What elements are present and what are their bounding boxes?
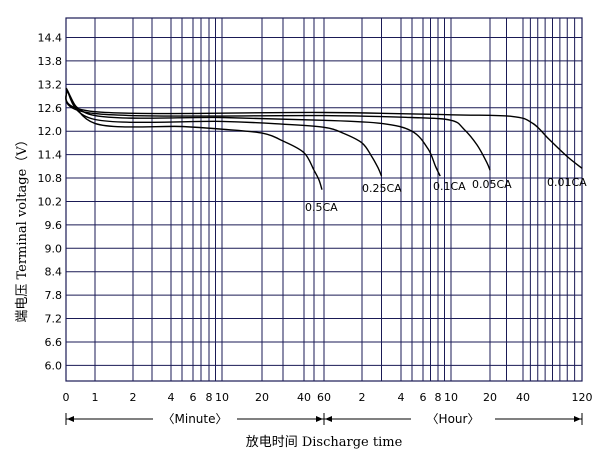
arrowhead-left xyxy=(67,416,74,422)
y-tick-label: 6.6 xyxy=(45,336,63,349)
vertical-gridlines xyxy=(94,18,583,381)
x-tick-label: 8 xyxy=(435,391,442,404)
x-tick-label: 40 xyxy=(516,391,530,404)
y-tick-label: 6.0 xyxy=(45,359,63,372)
x-tick-label: 40 xyxy=(297,391,311,404)
y-tick-label: 11.4 xyxy=(38,149,63,162)
x-tick-label: 6 xyxy=(420,391,427,404)
x-tick-label: 120 xyxy=(572,391,593,404)
x-tick-label: 10 xyxy=(215,391,229,404)
x-axis-label: 放电时间 Discharge time xyxy=(246,435,403,450)
y-axis-label: 端电压 Terminal voltage（V） xyxy=(15,133,30,322)
y-tick-label: 9.0 xyxy=(45,242,63,255)
time-section-label: 〈Minute〉 xyxy=(163,412,228,426)
y-tick-label: 13.2 xyxy=(38,78,63,91)
x-tick-label: 8 xyxy=(206,391,213,404)
x-tick-label: 2 xyxy=(359,391,366,404)
curve-0_05CA xyxy=(65,87,491,171)
x-tick-label: 20 xyxy=(255,391,269,404)
curve-label: 0.1CA xyxy=(433,180,466,193)
curve-label: 0.5CA xyxy=(305,201,338,214)
x-tick-label: 0 xyxy=(63,391,70,404)
y-tick-label: 10.2 xyxy=(38,195,63,208)
curve-0_1CA xyxy=(65,87,441,177)
plot-frame xyxy=(65,17,583,382)
curve-0_01CA xyxy=(65,87,583,169)
x-tick-label: 20 xyxy=(483,391,497,404)
y-tick-labels: 14.4 13.8 13.2 12.6 12.0 11.4 10.8 10.2 9.6 9.0 8.… xyxy=(38,32,63,373)
curve-labels: 0.5CA 0.25CA 0.1CA 0.05CA 0.01CA xyxy=(305,176,587,214)
curve-label: 0.01CA xyxy=(547,176,587,189)
x-tick-label: 4 xyxy=(168,391,175,404)
y-tick-label: 12.6 xyxy=(38,102,63,115)
y-tick-label: 13.8 xyxy=(38,55,63,68)
x-tick-label: 4 xyxy=(398,391,405,404)
y-tick-label: 9.6 xyxy=(45,219,63,232)
curve-0_25CA xyxy=(65,87,383,177)
curve-label: 0.25CA xyxy=(362,182,402,195)
x-tick-label: 10 xyxy=(444,391,458,404)
y-tick-label: 7.2 xyxy=(45,313,63,326)
x-tick-label: 1 xyxy=(92,391,99,404)
y-tick-label: 8.4 xyxy=(45,266,63,279)
y-tick-label: 12.0 xyxy=(38,125,63,138)
curve-0_5CA xyxy=(65,87,323,190)
x-tick-label: 6 xyxy=(190,391,197,404)
y-tick-label: 7.8 xyxy=(45,289,63,302)
y-tick-label: 14.4 xyxy=(38,32,63,45)
arrowhead-right xyxy=(316,416,323,422)
arrowhead-left xyxy=(325,416,332,422)
time-section-label: 〈Hour〉 xyxy=(427,412,480,426)
discharge-curves xyxy=(65,87,583,190)
x-tick-label: 60 xyxy=(317,391,331,404)
curve-label: 0.05CA xyxy=(472,178,512,191)
y-tick-label: 10.8 xyxy=(38,172,63,185)
x-tick-labels: 0 1 2 4 6 8 10 20 40 60 2 4 6 8 10 20 40 120 xyxy=(63,391,593,404)
time-sections: 〈Minute〉 〈Hour〉 xyxy=(65,412,583,426)
arrowhead-right xyxy=(574,416,581,422)
x-tick-label: 2 xyxy=(130,391,137,404)
